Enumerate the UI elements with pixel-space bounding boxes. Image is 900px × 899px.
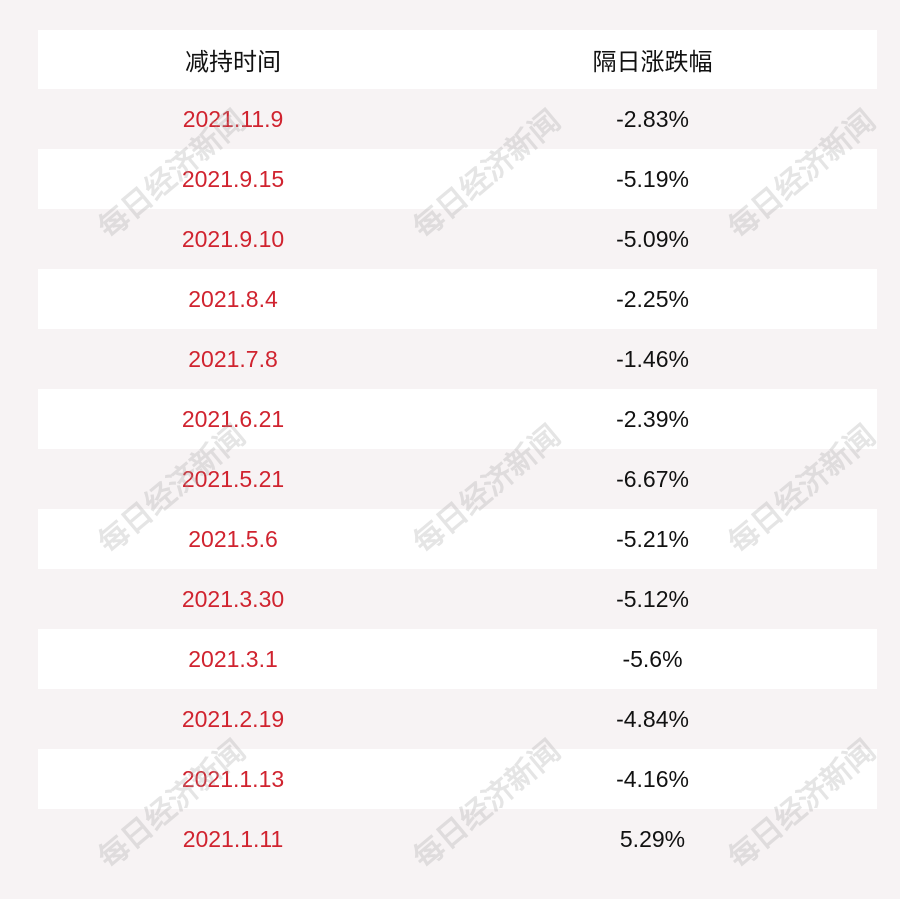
row-date: 2021.11.9 [182,105,284,132]
row-change: -5.21% [616,525,689,552]
row-date: 2021.9.10 [181,225,285,252]
table-row: 2021.2.19 -4.84% [38,689,877,749]
header-date: 减持时间 [185,49,281,76]
row-date: 2021.1.11 [182,825,284,852]
row-change: -4.84% [616,705,689,732]
row-date: 2021.9.15 [181,165,285,192]
header-next-day-change: 隔日涨跌幅 [592,49,713,76]
table-row: 2021.3.30 -5.12% [38,569,877,629]
drawdown-table: 减持时间 隔日涨跌幅 2021.11.9 -2.83% 2021.9.15 -5… [38,30,877,869]
row-change: -1.46% [616,345,689,372]
row-date: 2021.2.19 [181,705,285,732]
table-header: 减持时间 隔日涨跌幅 [38,30,877,89]
row-change: -4.16% [616,765,689,792]
table-row: 2021.9.10 -5.09% [38,209,877,269]
table-row: 2021.1.13 -4.16% [38,749,877,809]
table-row: 2021.1.11 5.29% [38,809,877,869]
row-date: 2021.5.6 [188,525,278,552]
table-row: 2021.11.9 -2.83% [38,89,877,149]
row-change: -5.09% [616,225,689,252]
row-change: -5.12% [616,585,689,612]
row-date: 2021.7.8 [188,345,278,372]
row-change: 5.29% [619,825,686,852]
row-change: -2.83% [616,105,689,132]
table-row: 2021.5.6 -5.21% [38,509,877,569]
table-row: 2021.7.8 -1.46% [38,329,877,389]
row-date: 2021.1.13 [181,765,285,792]
row-date: 2021.8.4 [188,285,278,312]
row-date: 2021.3.1 [188,645,278,672]
table-row: 2021.9.15 -5.19% [38,149,877,209]
table-row: 2021.5.21 -6.67% [38,449,877,509]
row-change: -5.19% [616,165,689,192]
row-change: -6.67% [616,465,689,492]
table-row: 2021.3.1 -5.6% [38,629,877,689]
row-date: 2021.3.30 [181,585,285,612]
row-date: 2021.6.21 [181,405,285,432]
row-change: -5.6% [622,645,683,672]
row-change: -2.39% [616,405,689,432]
row-date: 2021.5.21 [181,465,285,492]
row-change: -2.25% [616,285,689,312]
table-row: 2021.6.21 -2.39% [38,389,877,449]
table-row: 2021.8.4 -2.25% [38,269,877,329]
